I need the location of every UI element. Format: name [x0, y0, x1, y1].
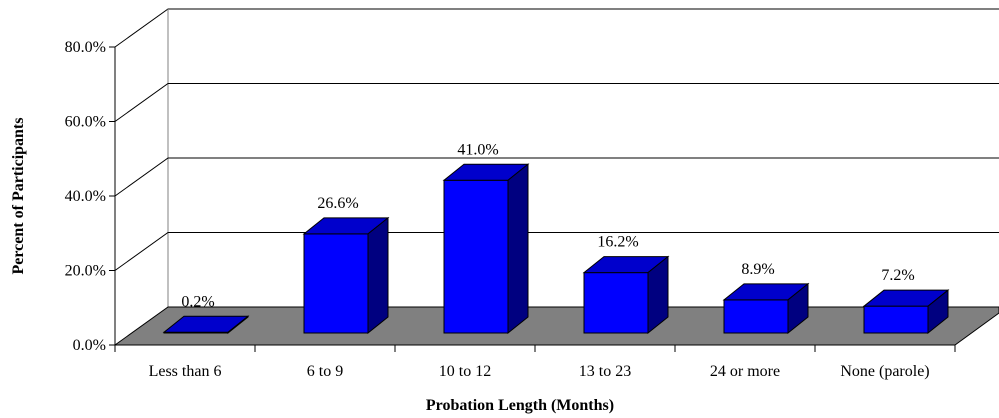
- x-axis-title: Probation Length (Months): [426, 397, 614, 414]
- bar-side-face: [787, 282, 809, 335]
- bar-front-face: [583, 272, 649, 334]
- bar-1: [162, 315, 250, 335]
- data-label: 8.9%: [741, 261, 774, 278]
- x-tick-label: 6 to 9: [307, 363, 343, 380]
- gridline-40: [114, 157, 999, 197]
- bar-side-face: [367, 216, 389, 335]
- bar-5: [722, 282, 810, 335]
- data-label: 16.2%: [597, 234, 638, 251]
- bar-side-face: [227, 315, 249, 335]
- bar-front-face: [863, 305, 929, 334]
- bar-2: [302, 216, 390, 335]
- y-axis-title: Percent of Participants: [10, 118, 27, 275]
- gridline-60: [114, 83, 999, 122]
- x-tick-label: Less than 6: [149, 363, 222, 380]
- gridlines: [114, 83, 999, 271]
- gridline-20: [114, 232, 999, 271]
- x-tick-label: 10 to 12: [439, 363, 491, 380]
- bars: [162, 163, 950, 335]
- bar-front-face: [723, 299, 789, 334]
- back-wall-top-edge: [114, 8, 999, 48]
- y-tick-labels: 0.0% 20.0% 40.0% 60.0% 80.0%: [65, 39, 106, 354]
- bar-side-face: [507, 163, 529, 335]
- bar-front-face: [443, 179, 509, 334]
- data-label: 26.6%: [317, 195, 358, 212]
- bar-front-face: [303, 233, 369, 334]
- bar-6: [862, 289, 950, 335]
- y-tick-label: 20.0%: [65, 263, 106, 280]
- axes: [109, 46, 956, 352]
- bar-side-face: [647, 255, 669, 335]
- y-tick-label: 40.0%: [65, 188, 106, 205]
- y-tick-label: 0.0%: [73, 337, 106, 354]
- bar-3: [442, 163, 530, 335]
- x-tick-labels: Less than 6 6 to 9 10 to 12 13 to 23 24 or m…: [149, 363, 930, 380]
- data-label: 0.2%: [181, 293, 214, 310]
- bar-side-face: [927, 289, 949, 335]
- data-label: 41.0%: [457, 141, 498, 158]
- x-tick-label: 24 or more: [710, 363, 780, 380]
- x-tick-label: 13 to 23: [579, 363, 631, 380]
- data-label: 7.2%: [881, 267, 914, 284]
- x-tick-label: None (parole): [840, 363, 929, 380]
- value-labels: 0.2% 26.6% 41.0% 16.2% 8.9% 7.2%: [181, 141, 914, 310]
- bar-4: [582, 255, 670, 335]
- y-tick-label: 80.0%: [65, 39, 106, 56]
- y-tick-label: 60.0%: [65, 114, 106, 131]
